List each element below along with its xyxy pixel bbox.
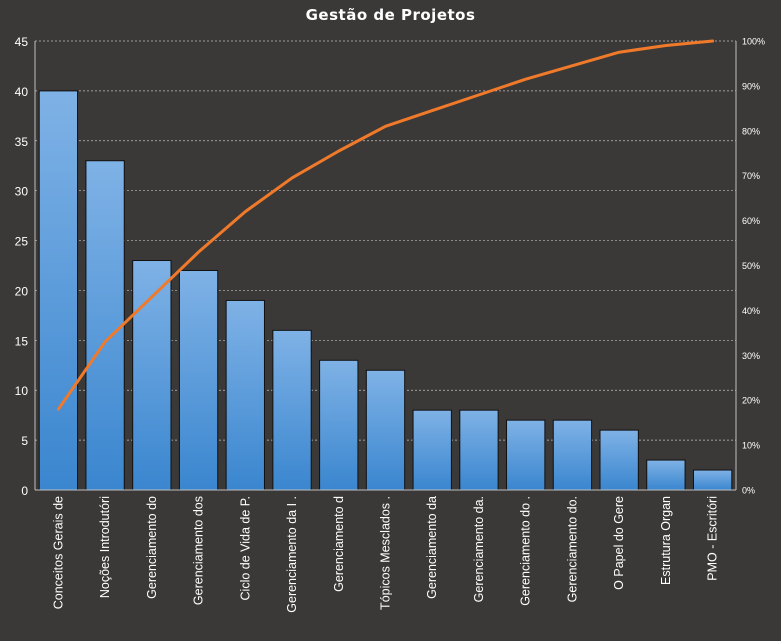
bar: [692, 469, 733, 491]
y-tick-label: 5: [21, 434, 28, 448]
x-tick-label: Noções Introdutóri: [98, 496, 112, 598]
bar: [319, 359, 359, 491]
y-tick-label: 0: [21, 484, 28, 498]
x-tick-label: Gerenciamento da I .: [285, 496, 299, 613]
chart-title: Gestão de Projetos: [305, 6, 476, 24]
bar: [225, 299, 265, 491]
bar: [646, 459, 686, 491]
x-tick-label: Estrutura Organ: [659, 496, 673, 585]
y2-tick-label: 50%: [742, 261, 760, 271]
x-tick-label: Gerenciamento da: [425, 496, 439, 599]
x-tick-label: Gerenciamento d: [332, 496, 346, 592]
y-tick-label: 45: [15, 35, 29, 49]
y2-tick-label: 90%: [742, 81, 760, 91]
y2-tick-label: 100%: [742, 37, 765, 47]
x-tick-label: PMO - Escritóri: [706, 496, 720, 581]
y2-tick-label: 80%: [742, 126, 760, 136]
cumulative-line: [56, 39, 715, 411]
x-tick-label: Gerenciamento dos: [192, 496, 206, 605]
y2-tick-label: 20%: [742, 396, 760, 406]
bar: [365, 369, 406, 491]
y-tick-label: 10: [15, 384, 29, 398]
x-tick-label: Gerenciamento do.: [565, 496, 579, 602]
bar: [412, 409, 452, 491]
bar: [178, 269, 219, 491]
bar: [552, 419, 593, 491]
y-tick-label: 20: [15, 284, 29, 298]
x-tick-label: Tópicos Mesclados .: [379, 496, 393, 610]
x-tick-label: Ciclo de Vida de P.: [238, 496, 252, 600]
bar: [272, 329, 312, 491]
bar: [506, 419, 546, 491]
y-tick-label: 25: [15, 235, 29, 249]
y2-tick-label: 70%: [742, 171, 760, 181]
y2-tick-label: 40%: [742, 306, 760, 316]
y-tick-label: 15: [15, 334, 29, 348]
y2-tick-label: 10%: [742, 441, 760, 451]
y2-tick-label: 30%: [742, 351, 760, 361]
x-tick-label: Gerenciamento da.: [472, 496, 486, 602]
x-tick-label: Gerenciamento do: [145, 496, 159, 599]
bar: [599, 429, 639, 491]
y-tick-label: 30: [15, 185, 29, 199]
y-tick-label: 40: [15, 85, 29, 99]
x-tick-label: Conceitos Gerais de: [51, 496, 65, 609]
y2-tick-label: 60%: [742, 216, 760, 226]
x-tick-label: Gerenciamento do .: [519, 496, 533, 606]
y2-tick-label: 0%: [742, 486, 755, 496]
x-tick-label: O Papel do Gere: [612, 496, 626, 590]
bar: [85, 160, 125, 491]
bar: [38, 90, 79, 491]
bar: [459, 409, 499, 491]
y-tick-label: 35: [15, 135, 29, 149]
